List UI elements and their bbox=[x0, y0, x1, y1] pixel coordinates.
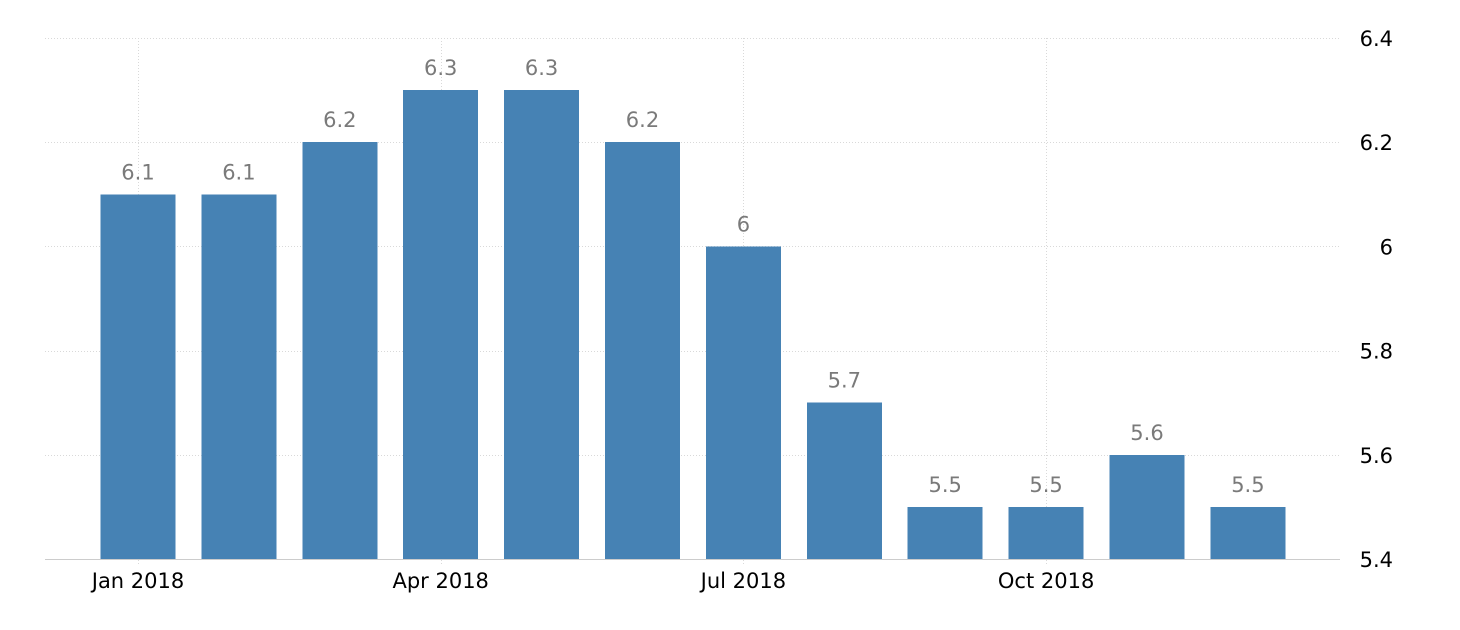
data-label: 6.1 bbox=[121, 160, 154, 184]
x-axis: Jan 2018 Apr 2018 Jul 2018 Oct 2018 bbox=[90, 569, 1095, 593]
bar-nov-2018 bbox=[1109, 454, 1185, 559]
data-label: 6.2 bbox=[626, 108, 659, 132]
data-label: 5.5 bbox=[1231, 473, 1264, 497]
data-label: 6 bbox=[737, 212, 750, 236]
data-label: 6.2 bbox=[323, 108, 356, 132]
data-label: 5.5 bbox=[1029, 473, 1062, 497]
x-tick-label: Oct 2018 bbox=[998, 569, 1094, 593]
bar-apr-2018 bbox=[403, 90, 479, 559]
x-tick-label: Jan 2018 bbox=[90, 569, 185, 593]
y-tick-label: 6.4 bbox=[1360, 27, 1393, 51]
bar-oct-2018 bbox=[1008, 506, 1084, 559]
bar-dec-2018 bbox=[1210, 506, 1286, 559]
x-tick-label: Jul 2018 bbox=[699, 569, 786, 593]
y-tick-label: 6 bbox=[1380, 235, 1393, 259]
bar-feb-2018 bbox=[201, 194, 277, 560]
bar-jul-2018 bbox=[705, 246, 781, 559]
bar-sep-2018 bbox=[907, 506, 983, 559]
y-tick-label: 6.2 bbox=[1360, 131, 1393, 155]
data-label: 6.3 bbox=[424, 56, 457, 80]
bar-jan-2018 bbox=[100, 194, 176, 560]
bar-jun-2018 bbox=[605, 142, 680, 559]
y-tick-label: 5.6 bbox=[1360, 444, 1393, 468]
data-label: 5.7 bbox=[828, 369, 861, 393]
data-label: 6.1 bbox=[222, 160, 255, 184]
x-tick-label: Apr 2018 bbox=[392, 569, 488, 593]
y-axis: 5.4 5.6 5.8 6 6.2 6.4 bbox=[1360, 27, 1393, 572]
data-label: 5.5 bbox=[928, 473, 961, 497]
bar-may-2018 bbox=[504, 90, 580, 559]
y-tick-label: 5.8 bbox=[1360, 340, 1393, 364]
bar-aug-2018 bbox=[806, 402, 882, 559]
data-labels: 6.1 6.1 6.2 6.3 6.3 6.2 6 5.7 5.5 5.5 5.6 5.5 bbox=[121, 56, 1264, 497]
data-label: 5.6 bbox=[1130, 421, 1163, 445]
y-tick-label: 5.4 bbox=[1360, 548, 1393, 572]
bar-series bbox=[100, 90, 1286, 560]
data-label: 6.3 bbox=[525, 56, 558, 80]
bar-mar-2018 bbox=[302, 142, 378, 559]
